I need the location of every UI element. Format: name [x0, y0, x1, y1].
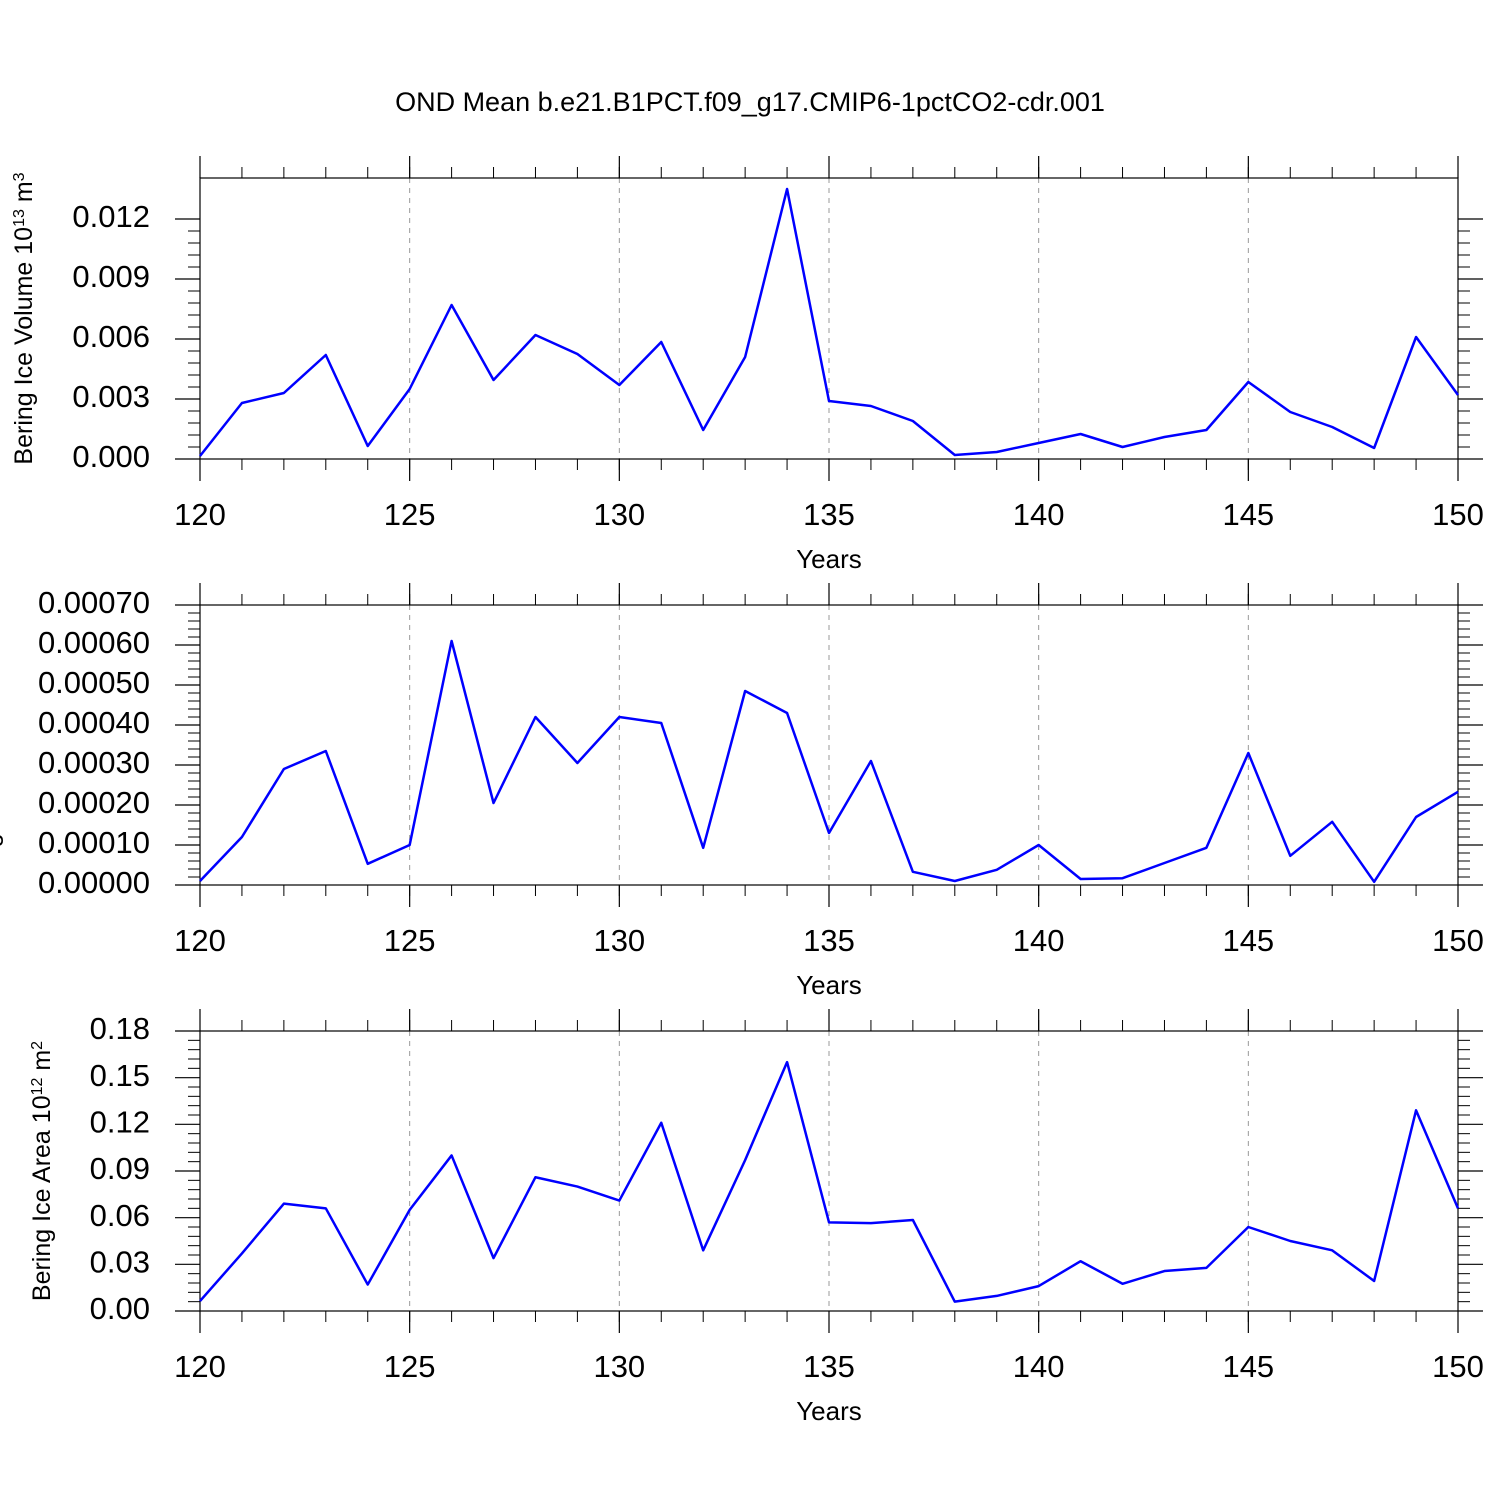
y-axis-label: Bering Snow Volume 1013 m3	[0, 584, 4, 905]
plot-frame	[199, 177, 1459, 460]
x-tick-label: 150	[1432, 497, 1484, 532]
y-tick-label: 0.15	[90, 1058, 150, 1093]
y-tick-label: 0.00000	[38, 865, 150, 900]
y-tick-label: 0.06	[90, 1198, 150, 1233]
y-tick-label: 0.12	[90, 1105, 150, 1140]
x-tick-label: 130	[593, 497, 645, 532]
y-tick-label: 0.00040	[38, 705, 150, 740]
x-tick-label: 140	[1013, 1349, 1065, 1384]
y-tick-label: 0.00020	[38, 785, 150, 820]
x-tick-label: 130	[593, 923, 645, 958]
y-tick-label: 0.18	[90, 1011, 150, 1046]
y-axis-label-part: m	[0, 593, 4, 621]
x-tick-label: 150	[1432, 923, 1484, 958]
x-tick-label: 140	[1013, 497, 1065, 532]
x-tick-label: 135	[803, 497, 855, 532]
x-tick-label: 125	[384, 497, 436, 532]
data-line	[199, 1060, 1460, 1303]
y-axis-label-superscript: 2	[29, 1041, 46, 1050]
x-tick-label: 120	[174, 923, 226, 958]
x-tick-label: 145	[1222, 497, 1274, 532]
x-axis-label: Years	[796, 970, 862, 1000]
y-tick-label: 0.00030	[38, 745, 150, 780]
x-tick-label: 135	[803, 1349, 855, 1384]
y-axis-label-superscript: 12	[29, 1077, 46, 1095]
y-tick-label: 0.006	[72, 319, 150, 354]
plot-frame	[199, 1030, 1459, 1312]
x-tick-label: 125	[384, 1349, 436, 1384]
x-tick-label: 135	[803, 923, 855, 958]
x-tick-label: 150	[1432, 1349, 1484, 1384]
x-axis-label: Years	[796, 544, 862, 574]
data-line	[199, 187, 1460, 457]
y-tick-label: 0.012	[72, 199, 150, 234]
plot-frame	[199, 604, 1459, 886]
y-tick-label: 0.000	[72, 439, 150, 474]
y-tick-label: 0.009	[72, 259, 150, 294]
data-line	[199, 639, 1459, 884]
y-axis-label-superscript: 3	[11, 172, 28, 181]
y-tick-label: 0.09	[90, 1151, 150, 1186]
y-axis-label-part: Bering Ice Volume 10	[10, 227, 38, 465]
y-axis-label: Bering Ice Volume 1013 m3	[10, 172, 38, 464]
x-tick-label: 145	[1222, 1349, 1274, 1384]
x-tick-label: 140	[1013, 923, 1065, 958]
y-axis-label-superscript: 13	[11, 209, 28, 227]
x-tick-label: 145	[1222, 923, 1274, 958]
y-tick-label: 0.00010	[38, 825, 150, 860]
y-tick-label: 0.03	[90, 1245, 150, 1280]
y-axis-label-part: Bering Ice Area 10	[28, 1095, 56, 1301]
chart-title: OND Mean b.e21.B1PCT.f09_g17.CMIP6-1pctC…	[395, 87, 1105, 117]
y-axis-label-part: m	[28, 1050, 56, 1078]
y-axis-label-part: Bering Snow Volume 10	[0, 639, 4, 906]
y-tick-label: 0.00	[90, 1291, 150, 1326]
y-tick-label: 0.00050	[38, 665, 150, 700]
x-tick-label: 130	[593, 1349, 645, 1384]
x-axis-label: Years	[796, 1396, 862, 1426]
x-tick-label: 120	[174, 1349, 226, 1384]
x-tick-label: 120	[174, 497, 226, 532]
y-axis-label-part: m	[10, 181, 38, 209]
y-axis-label: Bering Ice Area 1012 m2	[28, 1041, 56, 1301]
y-tick-label: 0.003	[72, 379, 150, 414]
x-tick-label: 125	[384, 923, 436, 958]
y-tick-label: 0.00070	[38, 585, 150, 620]
y-tick-label: 0.00060	[38, 625, 150, 660]
